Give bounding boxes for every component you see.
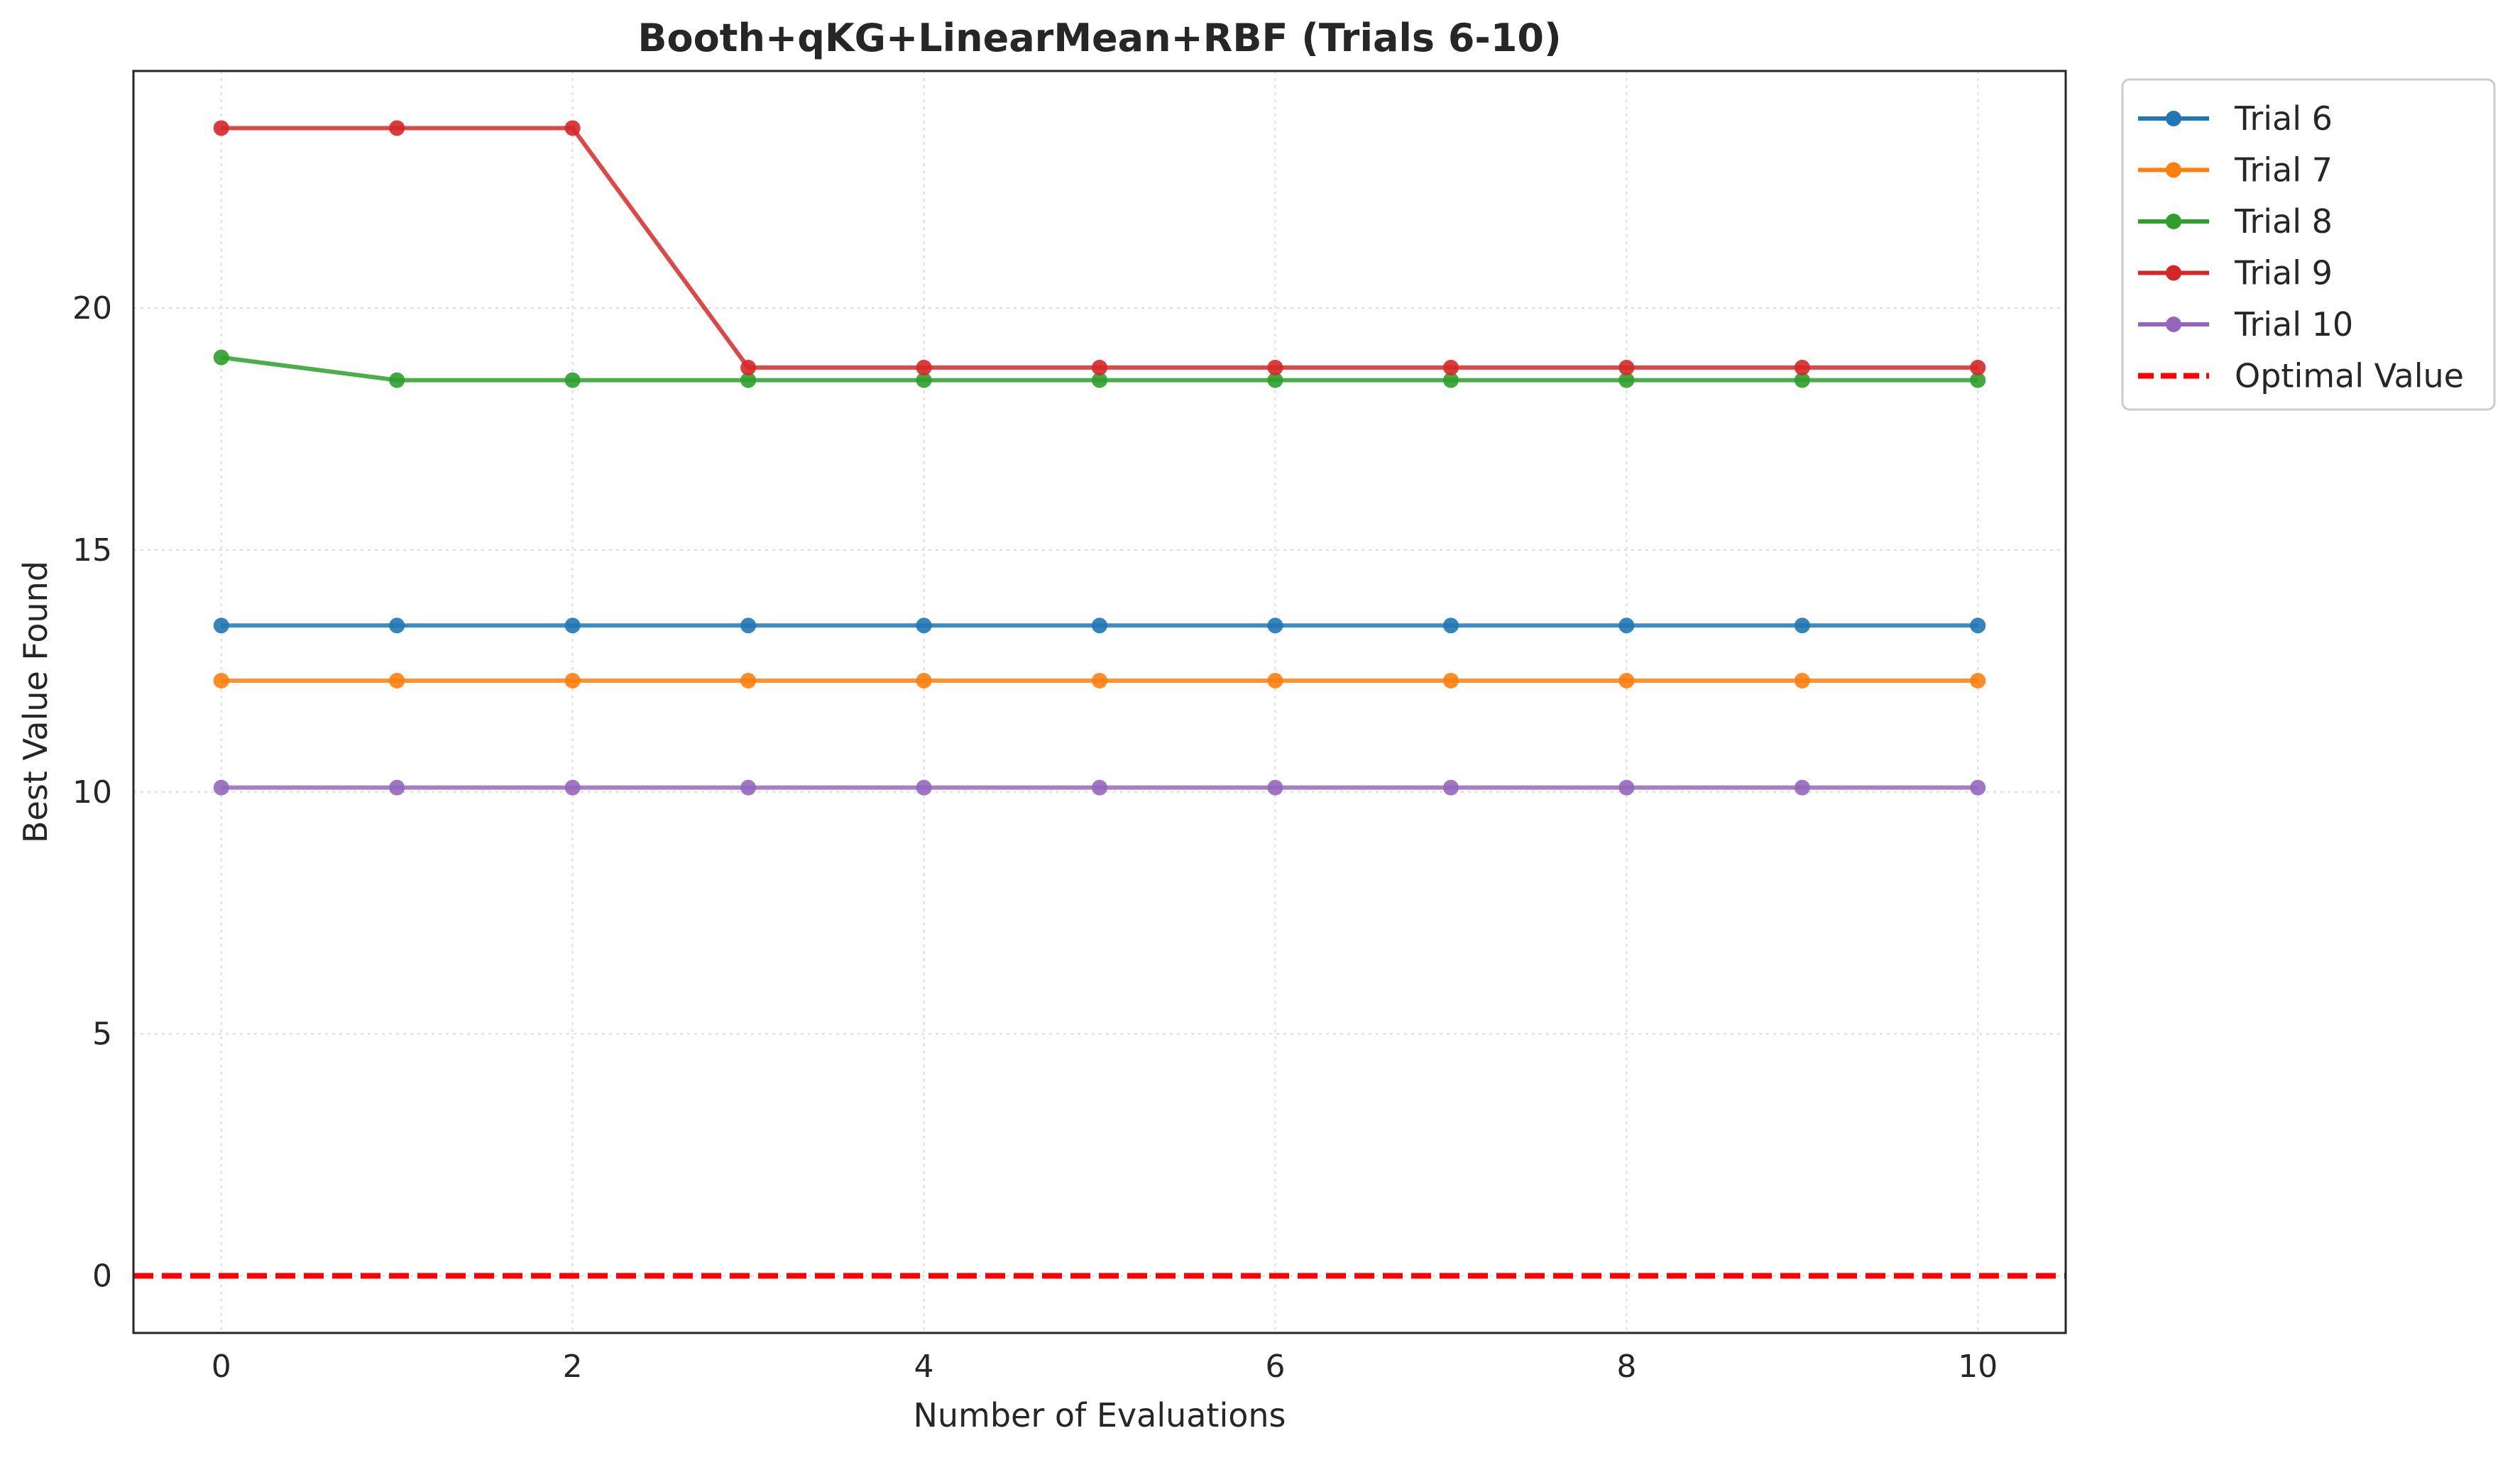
data-point	[1442, 372, 1459, 388]
data-point	[1794, 359, 1810, 375]
data-point	[740, 372, 757, 388]
data-point	[213, 673, 229, 689]
data-point	[1267, 673, 1283, 689]
data-point	[1092, 779, 1107, 796]
plot-frame	[132, 70, 2067, 1334]
data-point	[213, 779, 229, 796]
data-point	[564, 120, 581, 136]
data-point	[1794, 673, 1810, 689]
data-point	[1970, 673, 1986, 689]
x-tick-label: 10	[1958, 1349, 1998, 1385]
legend-marker	[2166, 214, 2181, 229]
data-point	[1970, 359, 1986, 375]
data-point	[1267, 359, 1283, 375]
data-point	[1442, 359, 1459, 375]
data-point	[1442, 779, 1459, 796]
legend-marker	[2166, 111, 2181, 126]
x-axis-label: Number of Evaluations	[913, 1396, 1286, 1434]
data-point	[564, 372, 581, 388]
data-point	[740, 779, 757, 796]
data-point	[389, 673, 405, 689]
data-point	[740, 359, 757, 375]
data-point	[1092, 618, 1107, 634]
legend-marker	[2166, 265, 2181, 281]
data-point	[916, 372, 932, 388]
y-tick-label: 0	[92, 1258, 112, 1295]
data-point	[1267, 779, 1283, 796]
y-tick-label: 15	[72, 532, 112, 569]
data-point	[213, 349, 229, 366]
legend-marker	[2166, 317, 2181, 332]
data-point	[740, 618, 757, 634]
data-point	[1442, 618, 1459, 634]
legend-label: Trial 10	[2234, 305, 2353, 344]
legend-frame	[2121, 78, 2496, 411]
legend-label: Trial 9	[2234, 254, 2333, 292]
data-point	[1618, 359, 1635, 375]
data-point	[1794, 779, 1810, 796]
data-point	[1267, 618, 1283, 634]
legend-marker	[2166, 162, 2181, 178]
legend-label: Trial 6	[2234, 99, 2333, 138]
data-point	[389, 120, 405, 136]
data-point	[1618, 618, 1635, 634]
data-point	[564, 618, 581, 634]
x-tick-label: 0	[212, 1349, 231, 1385]
data-point	[389, 372, 405, 388]
data-point	[213, 618, 229, 634]
data-point	[1092, 673, 1107, 689]
chart-title: Booth+qKG+LinearMean+RBF (Trials 6-10)	[637, 16, 1561, 60]
data-point	[1442, 673, 1459, 689]
y-tick-label: 5	[92, 1016, 112, 1053]
data-point	[1618, 372, 1635, 388]
data-point	[740, 673, 757, 689]
data-point	[916, 359, 932, 375]
data-point	[916, 779, 932, 796]
data-point	[389, 779, 405, 796]
x-tick-label: 6	[1265, 1349, 1285, 1385]
data-point	[916, 673, 932, 689]
y-tick-label: 20	[72, 290, 112, 326]
data-point	[564, 673, 581, 689]
data-point	[1618, 779, 1635, 796]
data-point	[1267, 372, 1283, 388]
legend-label: Trial 7	[2234, 151, 2333, 190]
data-point	[1970, 372, 1986, 388]
data-point	[1794, 372, 1810, 388]
data-point	[564, 779, 581, 796]
y-axis-label: Best Value Found	[16, 561, 55, 843]
legend-label: Optimal Value	[2235, 357, 2464, 395]
data-point	[1092, 372, 1107, 388]
data-point	[213, 120, 229, 136]
x-tick-label: 2	[563, 1349, 583, 1385]
data-point	[1970, 779, 1986, 796]
data-point	[916, 618, 932, 634]
y-tick-label: 10	[72, 774, 112, 811]
legend-label: Trial 8	[2234, 202, 2333, 241]
data-point	[1092, 359, 1107, 375]
data-point	[1618, 673, 1635, 689]
data-point	[1794, 618, 1810, 634]
data-point	[389, 618, 405, 634]
x-tick-label: 4	[914, 1349, 934, 1385]
x-tick-label: 8	[1616, 1349, 1636, 1385]
data-point	[1970, 618, 1986, 634]
legend: Trial 6 Trial 7 Trial 8 Trial 9 Trial 10 Opti…	[2121, 78, 2496, 411]
